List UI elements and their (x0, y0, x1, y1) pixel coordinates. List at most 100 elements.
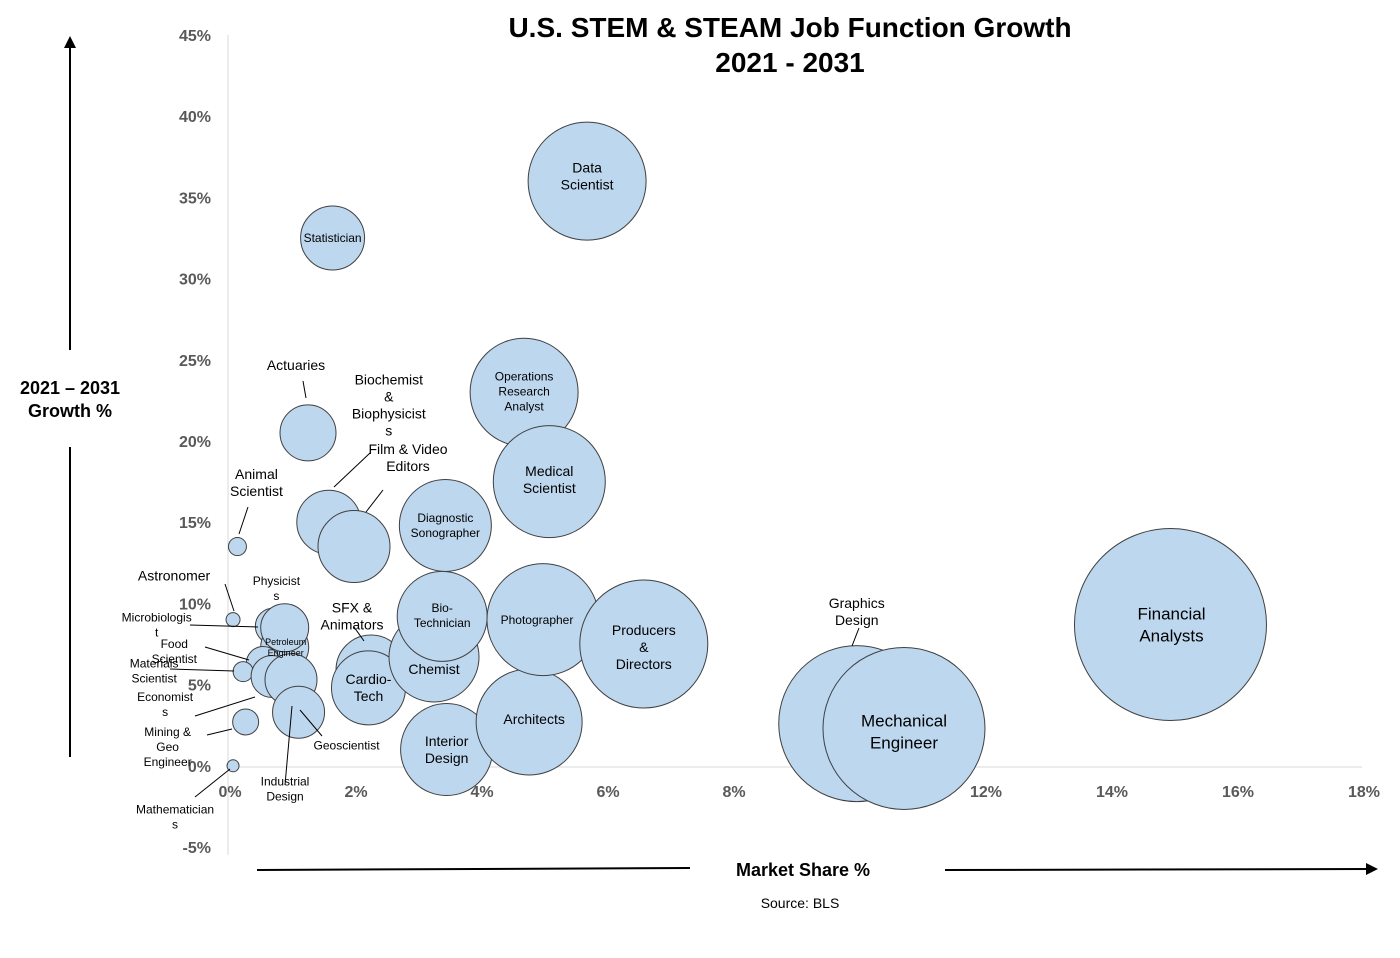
bubble-label-economists: s (162, 705, 168, 719)
bubble-label-microbiologists: Microbiologis (122, 610, 192, 624)
leader-line-food-scientist (204, 646, 250, 661)
leader-line-economists (194, 696, 256, 717)
bubble-label-animal-scientist: Animal (235, 466, 278, 482)
bubble-label-sfx-animators: SFX & (332, 599, 373, 615)
leader-line-sfx-animators (353, 626, 365, 642)
bubble-label-actuaries: Actuaries (267, 357, 325, 373)
bubble-label-interior-design: Interior (425, 733, 469, 749)
y-tick-label: 5% (188, 678, 211, 695)
bubble-financial-analysts (1073, 528, 1267, 722)
bubble-film-video-editors (317, 510, 391, 584)
x-axis-arrow-right (944, 863, 1378, 876)
x-axis-title: Market Share % (736, 860, 870, 880)
bubbles (225, 121, 1267, 810)
y-tick-label: 10% (179, 596, 211, 613)
bubble-label-mining-geo-engineers: Engineer (144, 755, 192, 769)
bubble-label-interior-design: Design (425, 750, 469, 766)
y-tick-label: 15% (179, 515, 211, 532)
bubble-mining-geo-engineers (232, 708, 260, 736)
bubble-data-scientist (527, 121, 647, 241)
bubble-label-financial-analysts: Financial (1137, 604, 1205, 623)
leader-line-actuaries (302, 380, 307, 399)
leader-line-geoscientist (299, 709, 323, 737)
bubble-label-cardio-tech: Tech (354, 688, 384, 704)
bubble-microbiologists (260, 603, 310, 653)
y-axis-title-line-1: 2021 – 2031 (20, 378, 120, 398)
x-tick-label: 2% (344, 784, 367, 801)
bubble-label-graphics-design: Design (835, 612, 879, 628)
bubble-mechanical-engineer (822, 646, 986, 810)
source-note: Source: BLS (761, 895, 840, 911)
bubble-label-bio-technician: Technician (414, 616, 471, 630)
x-tick-label: 0% (218, 784, 241, 801)
bubble-geoscientist (272, 685, 326, 739)
bubble-animal-scientist (227, 537, 247, 557)
bubble-label-astronomer: Astronomer (138, 568, 211, 584)
bubble-label-data-scientist: Scientist (561, 177, 614, 193)
bubble-label-physicists: Physicist (253, 574, 301, 588)
bubble-label-film-video-editors: Film & Video (368, 441, 447, 457)
bubble-label-mining-geo-engineers: Mining & (144, 725, 191, 739)
bubble-label-materials-scientists: Materials (130, 656, 179, 670)
x-tick-label: 8% (722, 784, 745, 801)
bubble-label-financial-analysts: Analysts (1139, 626, 1203, 645)
leader-line-mining-geo-engineers (206, 728, 233, 736)
bubble-label-mathematicians: s (172, 818, 178, 832)
y-tick-labels: 45% 40% 35% 30% 25% 20% 15% 10% 5% 0% -5% (179, 28, 211, 857)
bubble-label-medical-scientist: Scientist (523, 480, 576, 496)
x-axis-arrow-left (256, 867, 691, 871)
bubble-label-biochemist-biophysicists: Biophysicist (352, 406, 426, 422)
bubble-label-operations-research-analyst: Research (498, 384, 549, 398)
y-tick-label: 25% (179, 353, 211, 370)
bubble-label-bio-technician: Bio- (432, 601, 453, 615)
bubble-label-mechanical-engineer: Mechanical (861, 711, 947, 730)
bubble-label-medical-scientist: Medical (525, 463, 573, 479)
bubble-label-industrial-design: Industrial (261, 774, 310, 788)
bubble-label-biochemist-biophysicists: s (385, 423, 392, 439)
bubble-label-photographer: Photographer (501, 613, 574, 627)
x-tick-label: 6% (596, 784, 619, 801)
bubble-label-biochemist-biophysicists: Biochemist (355, 372, 424, 388)
bubble-label-petroleum-engineer: Engineer (268, 648, 304, 658)
bubble-label-animal-scientist: Scientist (230, 483, 283, 499)
bubble-label-architects: Architects (503, 711, 564, 727)
leader-line-biochemist-biophysicists (333, 452, 371, 488)
bubble-label-diagnostic-sonographer: Sonographer (411, 526, 480, 540)
bubble-label-food-scientist: Food (161, 637, 188, 651)
y-tick-label: -5% (183, 840, 211, 857)
bubble-label-cardio-tech: Cardio- (346, 671, 392, 687)
y-axis-title-line-2: Growth % (28, 401, 112, 421)
bubble-actuaries (279, 404, 337, 462)
bubble-label-producers-directors: Directors (616, 656, 672, 672)
y-tick-label: 20% (179, 434, 211, 451)
bubble-label-diagnostic-sonographer: Diagnostic (417, 511, 473, 525)
bubble-label-sfx-animators: Animators (320, 616, 383, 632)
bubble-label-graphics-design: Graphics (829, 595, 885, 611)
bubble-label-geoscientist: Geoscientist (314, 738, 381, 752)
bubble-label-microbiologists: t (155, 625, 159, 639)
bubble-label-producers-directors: & (639, 639, 649, 655)
bubble-label-mechanical-engineer: Engineer (870, 733, 938, 752)
x-tick-label: 16% (1222, 784, 1254, 801)
leader-line-microbiologists (189, 624, 259, 628)
bubble-label-chemist: Chemist (408, 661, 459, 677)
bubble-label-materials-scientists: Scientist (131, 671, 177, 685)
x-tick-label: 4% (470, 784, 493, 801)
bubble-label-statistician: Statistician (304, 231, 362, 245)
leader-line-astronomer (224, 583, 235, 612)
bubble-astronomer (225, 612, 241, 628)
x-tick-labels: 0%2%4%6%8%10%12%14%16%18% (218, 784, 1380, 801)
leader-line-industrial-design (284, 705, 293, 786)
x-tick-label: 12% (970, 784, 1002, 801)
bubble-label-industrial-design: Design (266, 789, 303, 803)
chart-title-line-2: 2021 - 2031 (715, 47, 864, 78)
bubble-label-operations-research-analyst: Analyst (504, 399, 544, 413)
y-tick-label: 45% (179, 28, 211, 45)
bubble-label-data-scientist: Data (572, 160, 602, 176)
leader-lines (169, 380, 860, 798)
bubble-label-physicists: s (273, 589, 279, 603)
leader-line-mathematicians (194, 768, 231, 798)
y-tick-label: 0% (188, 759, 211, 776)
y-tick-label: 40% (179, 109, 211, 126)
bubble-label-economists: Economist (137, 690, 194, 704)
